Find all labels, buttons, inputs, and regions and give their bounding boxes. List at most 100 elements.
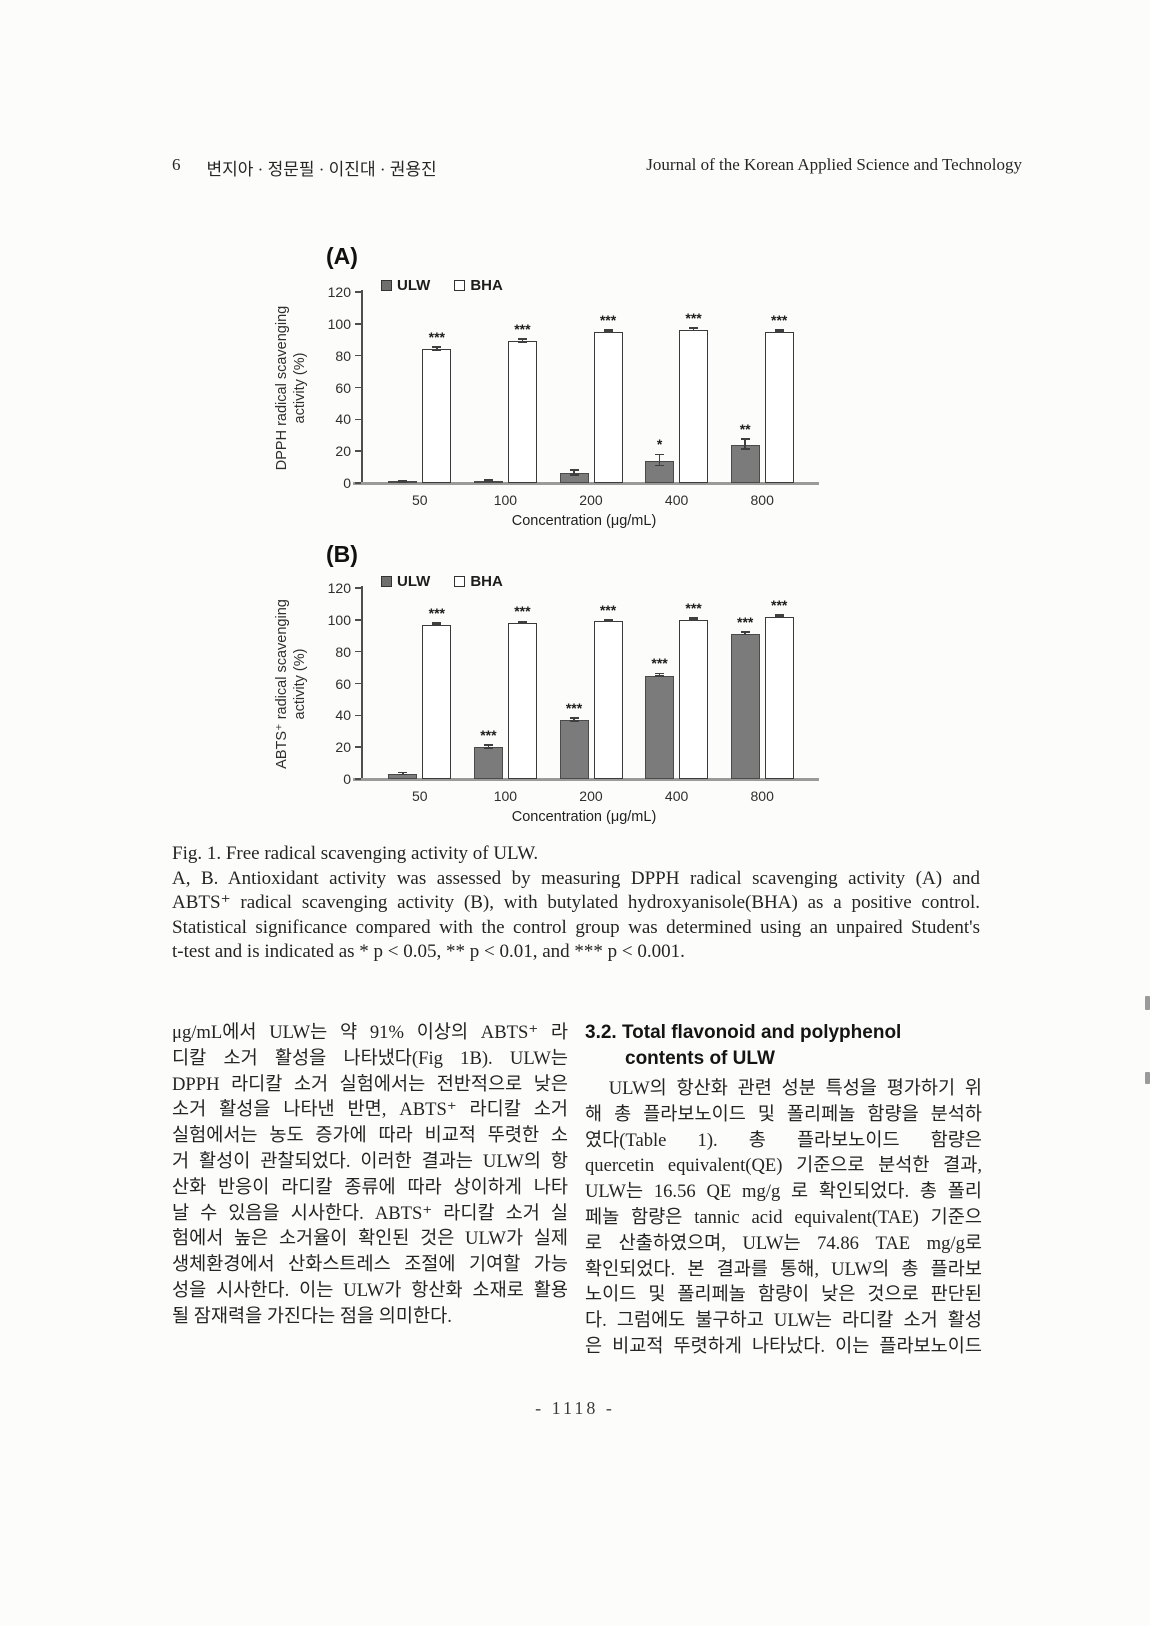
legend-swatch-icon	[454, 280, 466, 291]
panel-a-label: (A)	[326, 243, 358, 269]
significance-stars: *	[656, 436, 663, 453]
error-bar-cap	[517, 622, 527, 624]
legend-swatch-icon	[381, 280, 392, 291]
error-bar-cap	[655, 675, 665, 677]
x-tick-label: 50	[412, 492, 428, 508]
y-tick-mark	[355, 587, 361, 589]
y-axis-title: DPPH radical scavenging activity (%)	[274, 305, 308, 470]
body-text-line: ULW의 항산화 관련 성분 특성을 평가하기 위	[585, 1078, 982, 1099]
body-text-line: 노이드 및 폴리페놀 함량이 낮은 것으로 판단된	[585, 1284, 982, 1306]
figure-caption: Fig. 1. Free radical scavenging activity…	[172, 842, 980, 965]
error-bar-cap	[603, 331, 613, 334]
panel-b-label: (B)	[326, 541, 358, 567]
error-bar-cap	[398, 481, 408, 483]
error-bar-cap	[432, 349, 442, 351]
bar-bha-50	[422, 349, 452, 483]
y-tick-label: 120	[327, 284, 351, 300]
body-text-line: 성을 시사한다. 이는 ULW가 항산화 소재로 활용	[172, 1279, 568, 1301]
y-tick-mark	[355, 619, 361, 621]
y-axis	[361, 586, 363, 779]
x-tick-label: 50	[412, 788, 428, 804]
y-tick-label: 40	[335, 707, 351, 724]
bar-ulw-800	[730, 634, 760, 779]
x-tick-label: 100	[493, 492, 518, 508]
error-bar-cap	[432, 346, 442, 348]
error-bar-cap	[483, 747, 493, 749]
error-bar-cap	[774, 328, 784, 331]
legend-item-bha: BHA	[454, 573, 503, 590]
body-text-line: DPPH 라디칼 소거 실험에서는 전반적으로 낮은	[172, 1073, 568, 1095]
y-tick-mark	[355, 482, 361, 484]
x-axis-title: Concentration (μg/mL)	[511, 513, 657, 529]
error-bar-cap	[774, 331, 784, 334]
legend: ULW BHA	[381, 277, 503, 294]
legend-label: BHA	[470, 277, 503, 294]
body-text-line: 소거 활성을 나타낸 반면, ABTS⁺ 라디칼 소거	[172, 1099, 568, 1121]
y-tick-mark	[355, 291, 361, 293]
bar-bha-50	[422, 624, 452, 779]
error-bar	[744, 440, 746, 450]
header-authors: 변지아 · 정문필 · 이진대 · 권용진	[206, 160, 437, 179]
error-bar-cap	[432, 622, 442, 624]
error-bar-cap	[655, 464, 665, 467]
significance-stars: ***	[771, 596, 788, 613]
y-tick-label: 20	[335, 443, 351, 460]
error-bar-cap	[483, 480, 493, 483]
x-axis-title: Concentration (μg/mL)	[511, 809, 657, 825]
significance-stars: ***	[599, 311, 617, 328]
x-tick-label: 400	[664, 492, 689, 508]
significance-stars: ***	[514, 320, 531, 337]
legend-item-ulw: ULW	[381, 277, 430, 294]
legend-item-ulw: ULW	[381, 573, 430, 590]
error-bar-cap	[774, 614, 784, 616]
bar-bha-200	[593, 331, 623, 483]
x-tick-label: 400	[664, 788, 689, 804]
error-bar-cap	[483, 743, 493, 746]
x-tick-label: 800	[750, 492, 774, 508]
section-heading-line1: 3.2. Total flavonoid and polyphenol	[585, 1022, 902, 1043]
significance-stars: ***	[428, 604, 445, 621]
error-bar-cap	[689, 327, 699, 329]
bar-bha-100	[507, 623, 537, 779]
body-left-column: μg/mL에서 ULW는 약 91% 이상의 ABTS⁺ 라 디칼 소거 활성을 …	[172, 1020, 568, 1330]
body-text-line: 산화 반응이 라디칼 종류에 따라 상이하게 나타	[172, 1176, 568, 1198]
error-bar-cap	[740, 631, 750, 633]
significance-stars: ***	[599, 601, 617, 618]
legend-label: BHA	[470, 573, 503, 590]
body-text-line: 날 수 있음을 시사한다. ABTS⁺ 라디칼 소거 실	[172, 1202, 568, 1224]
body-text-line: 생체환경에서 산화스트레스 조절에 기여할 가능	[172, 1254, 568, 1276]
body-text-line: ULW는 16.56 QE mg/g 로 확인되었다. 총 폴리	[585, 1181, 982, 1203]
section-heading-line2: contents of ULW	[625, 1048, 775, 1069]
body-text-line: 다. 그럼에도 불구하고 ULW는 라디칼 소거 활성	[585, 1310, 982, 1332]
error-bar-cap	[517, 338, 527, 340]
error-bar-cap	[603, 328, 613, 331]
y-tick-mark	[355, 418, 361, 421]
body-text-line: 디칼 소거 활성을 나타냈다(Fig 1B). ULW는	[172, 1047, 568, 1069]
scan-artifact	[1145, 1072, 1150, 1084]
significance-stars: ***	[514, 603, 531, 620]
significance-stars: ***	[565, 699, 583, 716]
legend-swatch-icon	[454, 576, 466, 587]
y-tick-label: 80	[335, 347, 351, 364]
caption-line: A, B. Antioxidant activity was assessed …	[172, 867, 980, 889]
bar-ulw-400	[645, 675, 675, 779]
error-bar-cap	[603, 619, 613, 621]
error-bar-cap	[569, 720, 579, 722]
significance-stars: ***	[480, 726, 497, 743]
bar-bha-200	[593, 621, 623, 779]
y-tick-mark	[355, 323, 361, 325]
bar-bha-800	[764, 616, 794, 779]
header-journal-title: Journal of the Korean Applied Science an…	[646, 155, 1022, 174]
bar-bha-400	[679, 619, 709, 779]
y-tick-mark	[355, 354, 361, 357]
error-bar-cap	[740, 447, 750, 450]
section-heading: 3.2. Total flavonoid and polyphenol cont…	[585, 1020, 982, 1072]
header-page-number: 6	[172, 155, 181, 174]
error-bar-cap	[483, 479, 493, 481]
error-bar-cap	[569, 469, 579, 472]
y-tick-mark	[355, 650, 361, 653]
significance-stars: ***	[428, 328, 445, 345]
x-tick-label: 200	[579, 788, 603, 804]
caption-line: t-test and is indicated as * p < 0.05, *…	[172, 941, 685, 963]
